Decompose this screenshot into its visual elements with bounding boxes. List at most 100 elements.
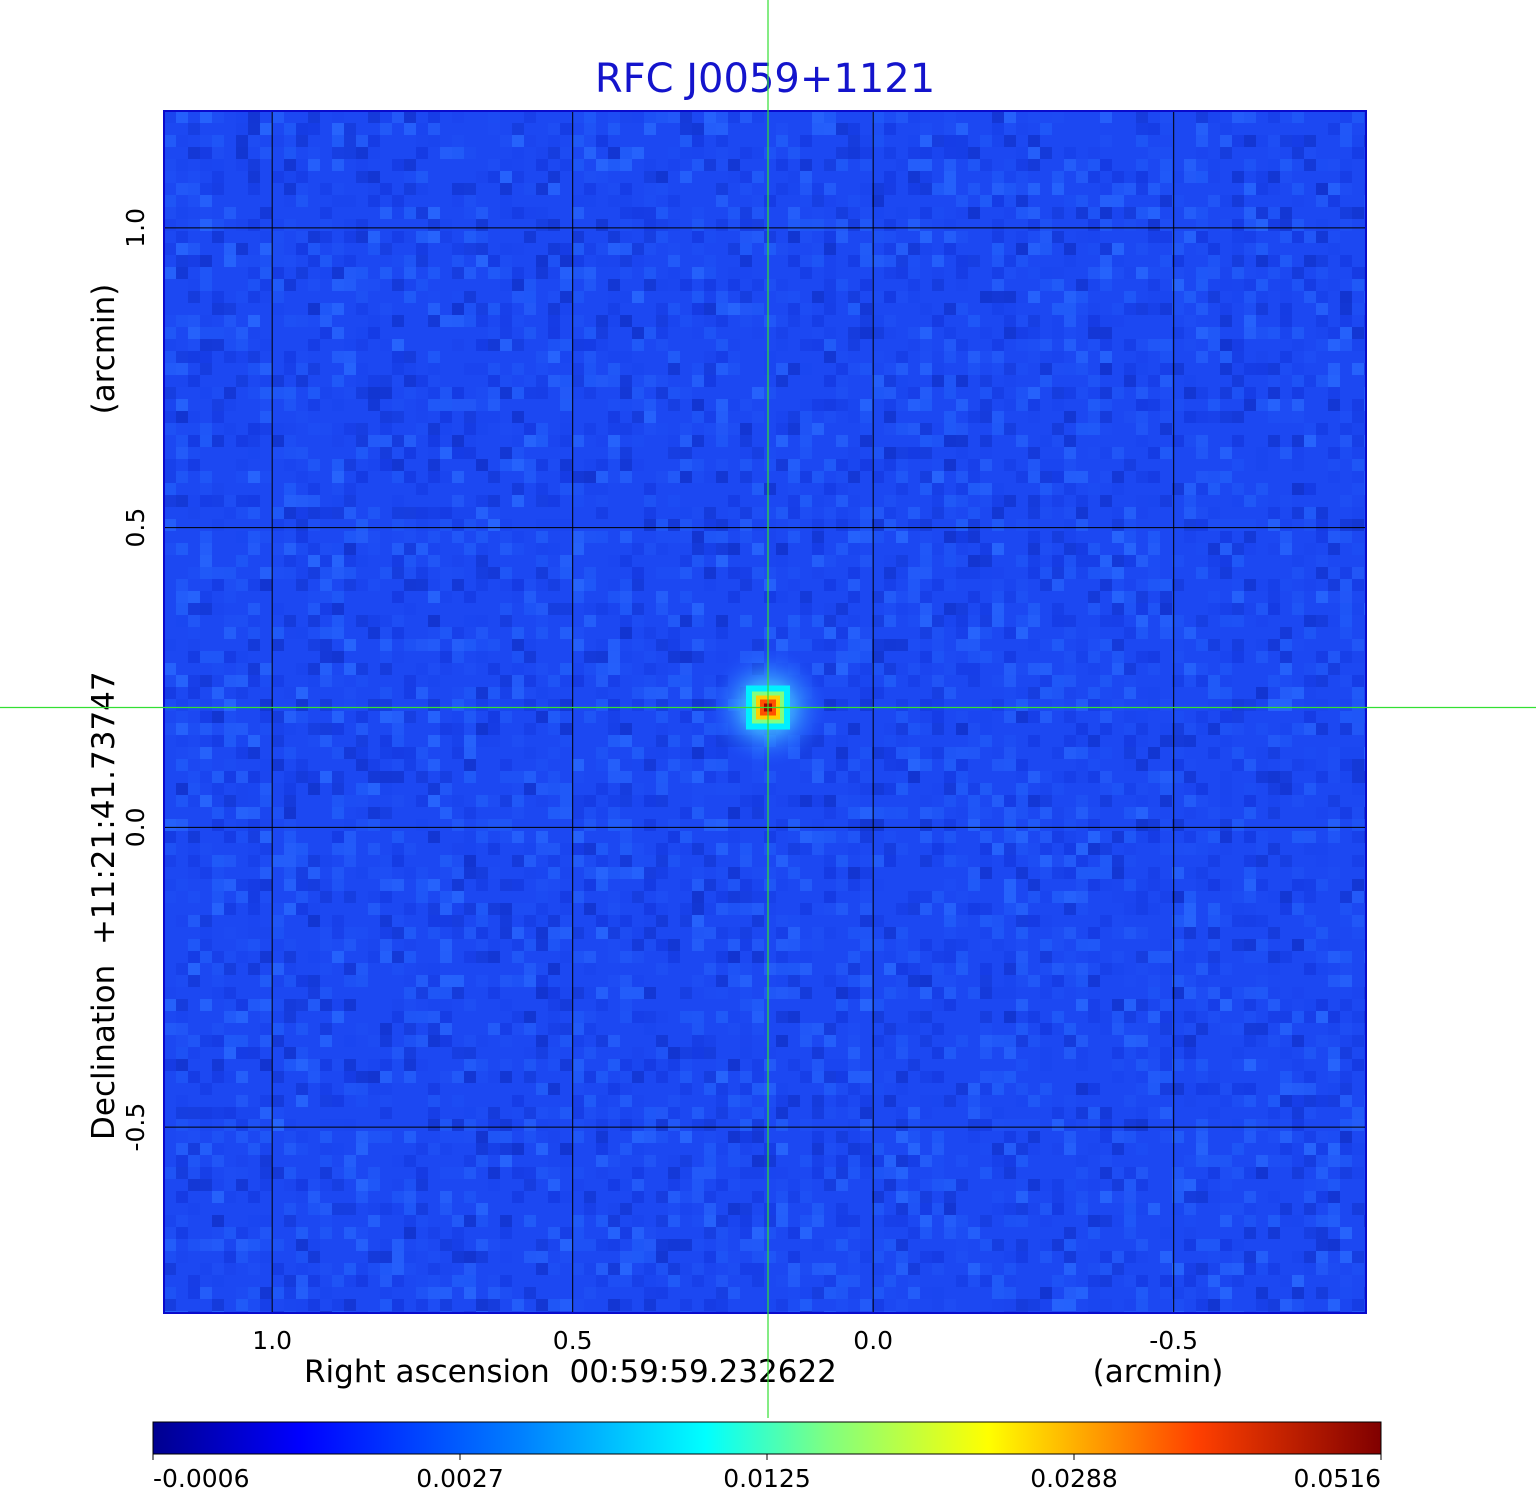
noise-pixel [644, 915, 656, 927]
noise-pixel [188, 339, 200, 351]
noise-pixel [740, 567, 752, 579]
noise-pixel [1052, 855, 1064, 867]
noise-pixel [524, 723, 536, 735]
noise-pixel [500, 831, 512, 843]
noise-pixel [1232, 435, 1244, 447]
noise-pixel [1160, 603, 1172, 615]
noise-pixel [1244, 1119, 1256, 1131]
noise-pixel [464, 723, 476, 735]
noise-pixel [812, 843, 824, 855]
noise-pixel [1340, 123, 1352, 135]
noise-pixel [560, 339, 572, 351]
noise-pixel [524, 1047, 536, 1059]
noise-pixel [1316, 555, 1328, 567]
noise-pixel [272, 1035, 284, 1047]
noise-pixel [956, 531, 968, 543]
noise-pixel [740, 207, 752, 219]
noise-pixel [1328, 543, 1340, 555]
noise-pixel [1100, 675, 1112, 687]
noise-pixel [1088, 327, 1100, 339]
noise-pixel [884, 1035, 896, 1047]
noise-pixel [1352, 507, 1364, 519]
noise-pixel [1328, 1131, 1340, 1143]
noise-pixel [1112, 855, 1124, 867]
noise-pixel [524, 183, 536, 195]
noise-pixel [368, 759, 380, 771]
noise-pixel [1328, 279, 1340, 291]
noise-pixel [728, 507, 740, 519]
noise-pixel [848, 363, 860, 375]
noise-pixel [344, 495, 356, 507]
noise-pixel [644, 219, 656, 231]
noise-pixel [1304, 543, 1316, 555]
noise-pixel [1124, 891, 1136, 903]
noise-pixel [776, 987, 788, 999]
noise-pixel [428, 675, 440, 687]
noise-pixel [512, 771, 524, 783]
noise-pixel [848, 495, 860, 507]
noise-pixel [680, 555, 692, 567]
noise-pixel [1028, 267, 1040, 279]
noise-pixel [596, 135, 608, 147]
noise-pixel [536, 795, 548, 807]
noise-pixel [368, 195, 380, 207]
noise-pixel [188, 123, 200, 135]
noise-pixel [1256, 207, 1268, 219]
noise-pixel [1040, 1083, 1052, 1095]
noise-pixel [452, 867, 464, 879]
noise-pixel [368, 1071, 380, 1083]
noise-pixel [1172, 279, 1184, 291]
noise-pixel [680, 711, 692, 723]
noise-pixel [728, 1107, 740, 1119]
noise-pixel [1196, 1059, 1208, 1071]
noise-pixel [1160, 771, 1172, 783]
noise-pixel [1340, 339, 1352, 351]
noise-pixel [1184, 927, 1196, 939]
noise-pixel [1124, 927, 1136, 939]
noise-pixel [1232, 231, 1244, 243]
noise-pixel [284, 219, 296, 231]
noise-pixel [668, 759, 680, 771]
noise-pixel [512, 315, 524, 327]
noise-pixel [1112, 1131, 1124, 1143]
noise-pixel [248, 903, 260, 915]
noise-pixel [824, 243, 836, 255]
noise-pixel [836, 207, 848, 219]
noise-pixel [620, 723, 632, 735]
noise-pixel [1268, 507, 1280, 519]
noise-pixel [1340, 447, 1352, 459]
noise-pixel [1088, 1179, 1100, 1191]
noise-pixel [380, 243, 392, 255]
noise-pixel [632, 687, 644, 699]
noise-pixel [872, 807, 884, 819]
noise-pixel [680, 423, 692, 435]
noise-pixel [392, 1155, 404, 1167]
noise-pixel [356, 147, 368, 159]
noise-pixel [980, 699, 992, 711]
noise-pixel [776, 819, 788, 831]
noise-pixel [884, 831, 896, 843]
noise-pixel [1340, 1083, 1352, 1095]
noise-pixel [1328, 759, 1340, 771]
noise-pixel [1100, 783, 1112, 795]
noise-pixel [992, 135, 1004, 147]
noise-pixel [656, 567, 668, 579]
noise-pixel [404, 351, 416, 363]
noise-pixel [884, 759, 896, 771]
noise-pixel [248, 219, 260, 231]
noise-pixel [260, 1095, 272, 1107]
noise-pixel [1004, 1011, 1016, 1023]
noise-pixel [1100, 1023, 1112, 1035]
noise-pixel [260, 879, 272, 891]
noise-pixel [476, 1035, 488, 1047]
noise-pixel [548, 123, 560, 135]
noise-pixel [164, 399, 176, 411]
noise-pixel [200, 279, 212, 291]
noise-pixel [860, 675, 872, 687]
noise-pixel [1076, 387, 1088, 399]
noise-pixel [704, 363, 716, 375]
noise-pixel [1064, 339, 1076, 351]
noise-pixel [536, 711, 548, 723]
noise-pixel [1112, 591, 1124, 603]
noise-pixel [1304, 723, 1316, 735]
